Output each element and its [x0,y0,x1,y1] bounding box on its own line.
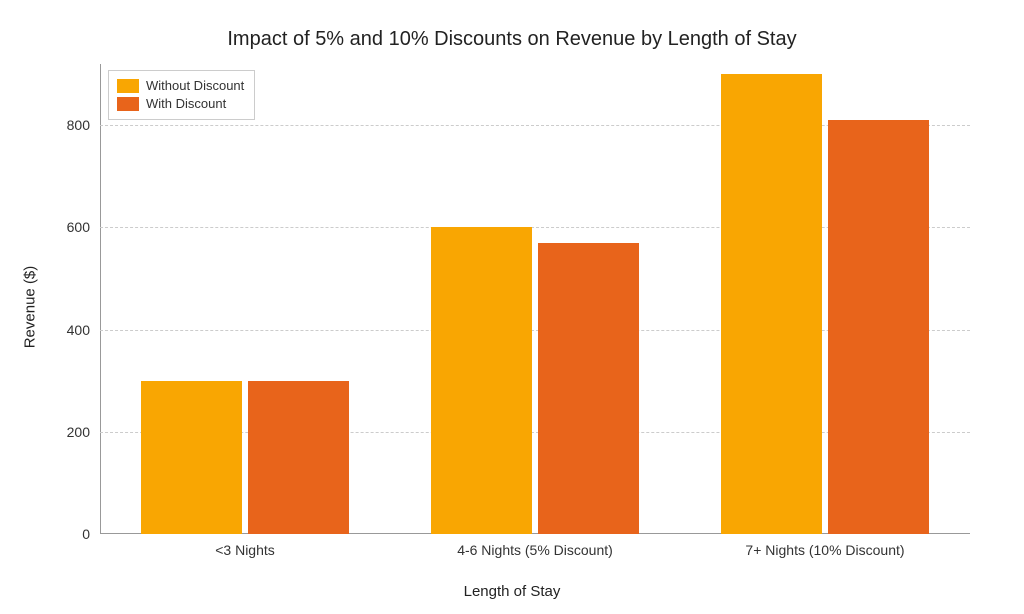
x-tick-label: 4-6 Nights (5% Discount) [457,534,613,558]
y-axis-line [100,64,101,534]
bar [538,243,640,534]
legend-item-with-discount: With Discount [117,95,244,113]
bar [141,381,243,534]
y-axis-label: Revenue ($) [22,266,39,349]
plot-area: Without Discount With Discount 020040060… [100,64,970,534]
legend: Without Discount With Discount [108,70,255,120]
chart-title: Impact of 5% and 10% Discounts on Revenu… [0,28,1024,51]
y-tick-label: 0 [50,526,100,542]
y-tick-label: 800 [50,117,100,133]
x-axis-label: Length of Stay [0,583,1024,600]
y-tick-label: 400 [50,322,100,338]
legend-swatch-without-discount [117,79,139,93]
bar [721,74,823,534]
legend-swatch-with-discount [117,97,139,111]
legend-item-without-discount: Without Discount [117,77,244,95]
x-tick-label: <3 Nights [215,534,275,558]
legend-label-without-discount: Without Discount [146,77,244,95]
chart-container: Impact of 5% and 10% Discounts on Revenu… [0,0,1024,614]
y-tick-label: 600 [50,219,100,235]
x-tick-label: 7+ Nights (10% Discount) [745,534,904,558]
legend-label-with-discount: With Discount [146,95,226,113]
bar [431,227,533,534]
bar [828,120,930,534]
bar [248,381,350,534]
y-tick-label: 200 [50,424,100,440]
